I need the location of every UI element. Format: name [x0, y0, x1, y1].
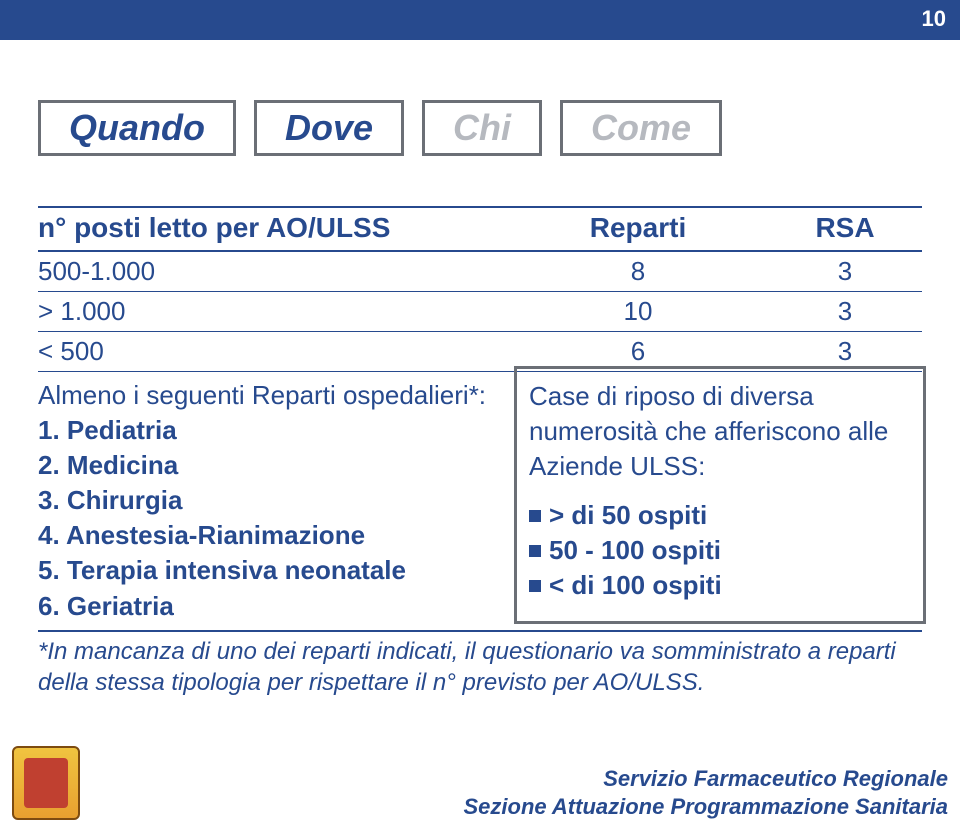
list-item: 5. Terapia intensiva neonatale [38, 553, 508, 588]
region-logo-icon [12, 746, 80, 820]
table-header: n° posti letto per AO/ULSS Reparti RSA [38, 206, 922, 252]
ospiti-list: > di 50 ospiti50 - 100 ospiti< di 100 os… [529, 498, 911, 603]
table-body: 500-1.00083> 1.000103< 50063 [38, 252, 922, 372]
page-number: 10 [922, 6, 946, 32]
tab-come: Come [560, 100, 722, 156]
tab-quando: Quando [38, 100, 236, 156]
cell-range: > 1.000 [38, 296, 508, 327]
bullet-icon [529, 545, 541, 557]
list-item: 1. Pediatria [38, 413, 508, 448]
top-bar: 10 [0, 0, 960, 40]
footer: Servizio Farmaceutico Regionale Sezione … [0, 746, 960, 820]
header-col-3: RSA [768, 212, 922, 244]
cell-reparti: 10 [508, 296, 768, 327]
cell-rsa: 3 [768, 256, 922, 287]
details-right-box: Case di riposo di diversa numerosità che… [514, 366, 926, 624]
content-section: n° posti letto per AO/ULSS Reparti RSA 5… [38, 206, 922, 698]
tab-chi: Chi [422, 100, 542, 156]
footer-line-2: Sezione Attuazione Programmazione Sanita… [463, 793, 948, 821]
footer-line-1: Servizio Farmaceutico Regionale [463, 765, 948, 793]
bullet-icon [529, 510, 541, 522]
tab-dove: Dove [254, 100, 404, 156]
table-row: > 1.000103 [38, 292, 922, 332]
reparti-list: 1. Pediatria2. Medicina3. Chirurgia4. An… [38, 413, 508, 624]
details-right-intro: Case di riposo di diversa numerosità che… [529, 379, 911, 484]
footnote: *In mancanza di uno dei reparti indicati… [38, 636, 922, 698]
tabs-row: Quando Dove Chi Come [38, 100, 922, 156]
list-item: 4. Anestesia-Rianimazione [38, 518, 508, 553]
cell-rsa: 3 [768, 336, 922, 367]
list-item: 50 - 100 ospiti [529, 533, 911, 568]
details-left-title: Almeno i seguenti Reparti ospedalieri*: [38, 378, 508, 413]
cell-range: 500-1.000 [38, 256, 508, 287]
cell-reparti: 6 [508, 336, 768, 367]
details-row: Almeno i seguenti Reparti ospedalieri*: … [38, 372, 922, 632]
cell-rsa: 3 [768, 296, 922, 327]
table-row: 500-1.00083 [38, 252, 922, 292]
list-item: 6. Geriatria [38, 589, 508, 624]
header-col-1: n° posti letto per AO/ULSS [38, 212, 508, 244]
list-item: < di 100 ospiti [529, 568, 911, 603]
cell-range: < 500 [38, 336, 508, 367]
cell-reparti: 8 [508, 256, 768, 287]
list-item: 2. Medicina [38, 448, 508, 483]
footer-text: Servizio Farmaceutico Regionale Sezione … [463, 765, 948, 820]
list-item: 3. Chirurgia [38, 483, 508, 518]
header-col-2: Reparti [508, 212, 768, 244]
details-left: Almeno i seguenti Reparti ospedalieri*: … [38, 372, 508, 630]
bullet-icon [529, 580, 541, 592]
list-item: > di 50 ospiti [529, 498, 911, 533]
